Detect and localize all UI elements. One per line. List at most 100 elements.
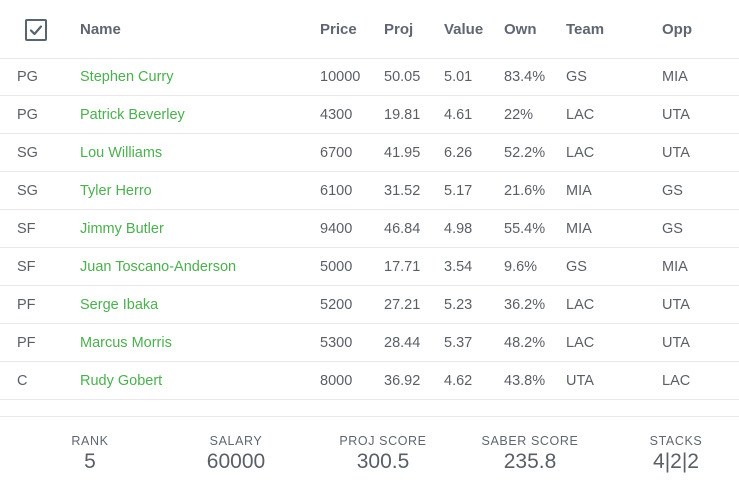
table-row[interactable]: SG Lou Williams 6700 41.95 6.26 52.2% LA… <box>0 134 739 172</box>
opp-cell: UTA <box>662 297 690 313</box>
salary-stat: SALARY 60000 <box>196 434 276 474</box>
table-row[interactable]: SG Tyler Herro 6100 31.52 5.17 21.6% MIA… <box>0 172 739 210</box>
team-cell: MIA <box>566 221 592 237</box>
column-header-price[interactable]: Price <box>320 21 357 38</box>
own-cell: 55.4% <box>504 221 546 237</box>
stacks-label: STACKS <box>649 434 703 448</box>
proj-score-value: 300.5 <box>356 450 410 473</box>
player-name-link[interactable]: Rudy Gobert <box>80 373 163 389</box>
opp-cell: UTA <box>662 107 690 123</box>
table-row[interactable]: PF Marcus Morris 5300 28.44 5.37 48.2% L… <box>0 324 739 362</box>
own-cell: 21.6% <box>504 183 546 199</box>
opp-cell: MIA <box>662 69 688 85</box>
own-cell: 48.2% <box>504 335 546 351</box>
table-row[interactable]: PG Patrick Beverley 4300 19.81 4.61 22% … <box>0 96 739 134</box>
position-cell: SF <box>17 221 36 237</box>
stacks-value: 4|2|2 <box>653 450 699 473</box>
column-header-value[interactable]: Value <box>444 21 484 38</box>
position-cell: PG <box>17 69 38 85</box>
column-header-proj[interactable]: Proj <box>384 21 414 38</box>
team-cell: LAC <box>566 145 595 161</box>
saber-score-stat: SABER SCORE 235.8 <box>474 434 586 474</box>
proj-cell: 36.92 <box>384 373 421 389</box>
lineup-summary: RANK 5 SALARY 60000 PROJ SCORE 300.5 SAB… <box>0 416 739 490</box>
opp-cell: GS <box>662 183 683 199</box>
stacks-stat: STACKS 4|2|2 <box>636 434 716 474</box>
table-header: Name Price Proj Value Own Team Opp <box>0 0 739 59</box>
proj-cell: 31.52 <box>384 183 421 199</box>
team-cell: LAC <box>566 335 595 351</box>
checkbox-checked-icon[interactable] <box>25 19 47 41</box>
proj-cell: 28.44 <box>384 335 421 351</box>
price-cell: 6700 <box>320 145 353 161</box>
saber-score-value: 235.8 <box>503 450 557 473</box>
player-name-link[interactable]: Lou Williams <box>80 145 163 161</box>
rank-value: 5 <box>84 450 96 473</box>
proj-cell: 46.84 <box>384 221 421 237</box>
position-cell: PG <box>17 107 38 123</box>
proj-cell: 19.81 <box>384 107 421 123</box>
own-cell: 52.2% <box>504 145 546 161</box>
column-header-team[interactable]: Team <box>566 21 605 38</box>
value-cell: 4.61 <box>444 107 473 123</box>
price-cell: 9400 <box>320 221 353 237</box>
proj-cell: 41.95 <box>384 145 421 161</box>
proj-cell: 17.71 <box>384 259 421 275</box>
table-row[interactable]: SF Juan Toscano-Anderson 5000 17.71 3.54… <box>0 248 739 286</box>
player-table-body: PG Stephen Curry 10000 50.05 5.01 83.4% … <box>0 58 739 400</box>
value-cell: 4.98 <box>444 221 473 237</box>
position-cell: C <box>17 373 28 389</box>
opp-cell: UTA <box>662 335 690 351</box>
saber-score-label: SABER SCORE <box>481 434 579 448</box>
player-name-link[interactable]: Marcus Morris <box>80 335 172 351</box>
value-cell: 5.17 <box>444 183 473 199</box>
team-cell: GS <box>566 69 587 85</box>
price-cell: 5200 <box>320 297 353 313</box>
proj-cell: 27.21 <box>384 297 421 313</box>
team-cell: LAC <box>566 107 595 123</box>
opp-cell: GS <box>662 221 683 237</box>
price-cell: 10000 <box>320 69 361 85</box>
table-row[interactable]: PG Stephen Curry 10000 50.05 5.01 83.4% … <box>0 58 739 96</box>
team-cell: UTA <box>566 373 594 389</box>
proj-score-stat: PROJ SCORE 300.5 <box>333 434 433 474</box>
own-cell: 22% <box>504 107 534 123</box>
opp-cell: UTA <box>662 145 690 161</box>
player-name-link[interactable]: Patrick Beverley <box>80 107 185 123</box>
price-cell: 4300 <box>320 107 353 123</box>
player-name-link[interactable]: Jimmy Butler <box>80 221 164 237</box>
value-cell: 4.62 <box>444 373 473 389</box>
column-header-own[interactable]: Own <box>504 21 537 38</box>
price-cell: 8000 <box>320 373 353 389</box>
own-cell: 9.6% <box>504 259 538 275</box>
salary-label: SALARY <box>209 434 263 448</box>
team-cell: LAC <box>566 297 595 313</box>
value-cell: 3.54 <box>444 259 473 275</box>
proj-cell: 50.05 <box>384 69 421 85</box>
opp-cell: LAC <box>662 373 691 389</box>
position-cell: SF <box>17 259 36 275</box>
position-cell: SG <box>17 183 38 199</box>
column-header-opp[interactable]: Opp <box>662 21 692 38</box>
column-header-name[interactable]: Name <box>80 21 121 38</box>
player-name-link[interactable]: Juan Toscano-Anderson <box>80 259 237 275</box>
proj-score-label: PROJ SCORE <box>339 434 427 448</box>
team-cell: MIA <box>566 183 592 199</box>
rank-label: RANK <box>71 434 109 448</box>
player-name-link[interactable]: Stephen Curry <box>80 69 174 85</box>
opp-cell: MIA <box>662 259 688 275</box>
own-cell: 83.4% <box>504 69 546 85</box>
value-cell: 5.37 <box>444 335 473 351</box>
team-cell: GS <box>566 259 587 275</box>
player-name-link[interactable]: Tyler Herro <box>80 183 152 199</box>
table-row[interactable]: SF Jimmy Butler 9400 46.84 4.98 55.4% MI… <box>0 210 739 248</box>
player-name-link[interactable]: Serge Ibaka <box>80 297 159 313</box>
value-cell: 5.01 <box>444 69 473 85</box>
price-cell: 6100 <box>320 183 353 199</box>
table-row[interactable]: PF Serge Ibaka 5200 27.21 5.23 36.2% LAC… <box>0 286 739 324</box>
value-cell: 6.26 <box>444 145 473 161</box>
position-cell: PF <box>17 297 36 313</box>
position-cell: SG <box>17 145 38 161</box>
table-row[interactable]: C Rudy Gobert 8000 36.92 4.62 43.8% UTA … <box>0 362 739 400</box>
